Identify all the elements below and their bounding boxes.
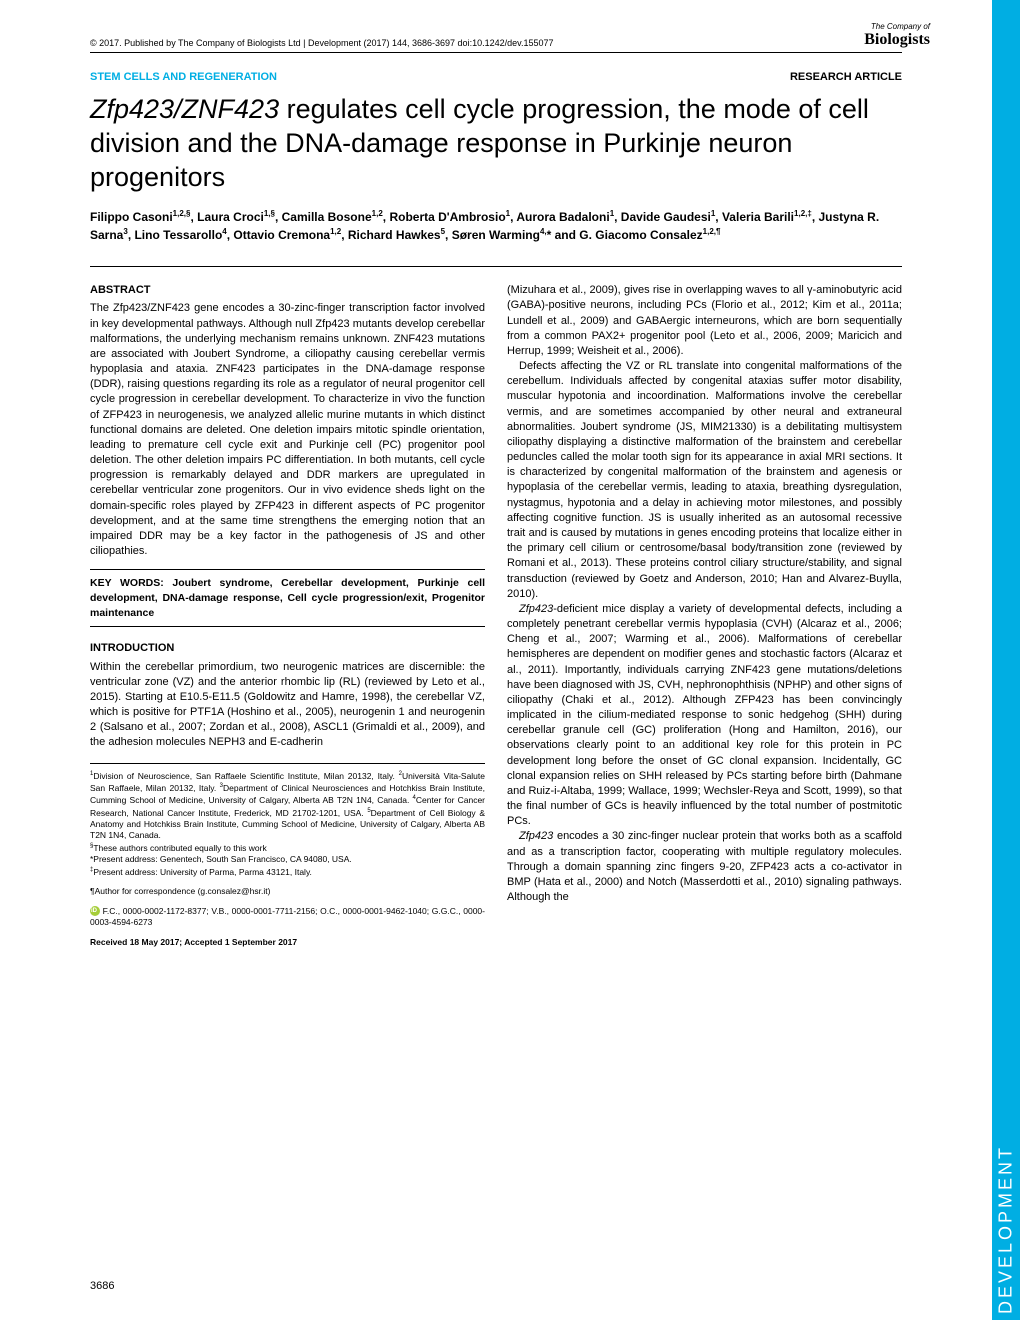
copyright-text: © 2017. Published by The Company of Biol… [90,38,301,48]
author-list: Filippo Casoni1,2,§, Laura Croci1,§, Cam… [90,208,902,244]
col2-paragraph-2: Defects affecting the VZ or RL translate… [507,359,902,602]
col2-paragraph-4: Zfp423 encodes a 30 zinc-finger nuclear … [507,829,902,905]
col2-paragraph-3: Zfp423-deficient mice display a variety … [507,602,902,830]
article-category: STEM CELLS AND REGENERATION [90,71,277,83]
left-column: ABSTRACT The Zfp423/ZNF423 gene encodes … [90,283,485,948]
page-content: The Company of Biologists © 2017. Publis… [0,0,992,979]
received-accepted-dates: Received 18 May 2017; Accepted 1 Septemb… [90,937,485,949]
logo-line-1: The Company of [864,22,930,31]
introduction-heading: INTRODUCTION [90,641,485,656]
col2-paragraph-1: (Mizuhara et al., 2009), gives rise in o… [507,283,902,359]
affiliations-block: 1Division of Neuroscience, San Raffaele … [90,763,485,878]
abstract-text: The Zfp423/ZNF423 gene encodes a 30-zinc… [90,301,485,559]
correspondence-line: ¶Author for correspondence (g.consalez@h… [90,886,485,898]
col2-p3-text: -deficient mice display a variety of dev… [507,603,902,827]
right-column: (Mizuhara et al., 2009), gives rise in o… [507,283,902,948]
title-divider [90,266,902,267]
two-column-layout: ABSTRACT The Zfp423/ZNF423 gene encodes … [90,283,902,948]
top-metadata: © 2017. Published by The Company of Biol… [90,38,902,53]
logo-line-2: Biologists [864,31,930,49]
journal-side-tab: DEVELOPMENT [992,0,1020,1320]
article-title: Zfp423/ZNF423 regulates cell cycle progr… [90,93,902,194]
col2-p4-text: encodes a 30 zinc-finger nuclear protein… [507,830,902,903]
orcid-line: F.C., 0000-0002-1172-8377; V.B., 0000-00… [90,906,485,929]
keywords-block: KEY WORDS: Joubert syndrome, Cerebellar … [90,569,485,627]
journal-citation: Development (2017) 144, 3686-3697 doi:10… [308,38,554,48]
page-number: 3686 [90,1280,114,1292]
title-italic-part: Zfp423/ZNF423 [90,94,279,124]
orcid-icon [90,906,100,916]
abstract-heading: ABSTRACT [90,283,485,298]
article-type: RESEARCH ARTICLE [790,71,902,83]
orcid-ids: F.C., 0000-0002-1172-8377; V.B., 0000-00… [90,906,485,928]
intro-paragraph-1: Within the cerebellar primordium, two ne… [90,660,485,751]
side-tab-label: DEVELOPMENT [996,1145,1017,1314]
category-row: STEM CELLS AND REGENERATION RESEARCH ART… [90,71,902,83]
publisher-logo: The Company of Biologists [864,22,930,49]
